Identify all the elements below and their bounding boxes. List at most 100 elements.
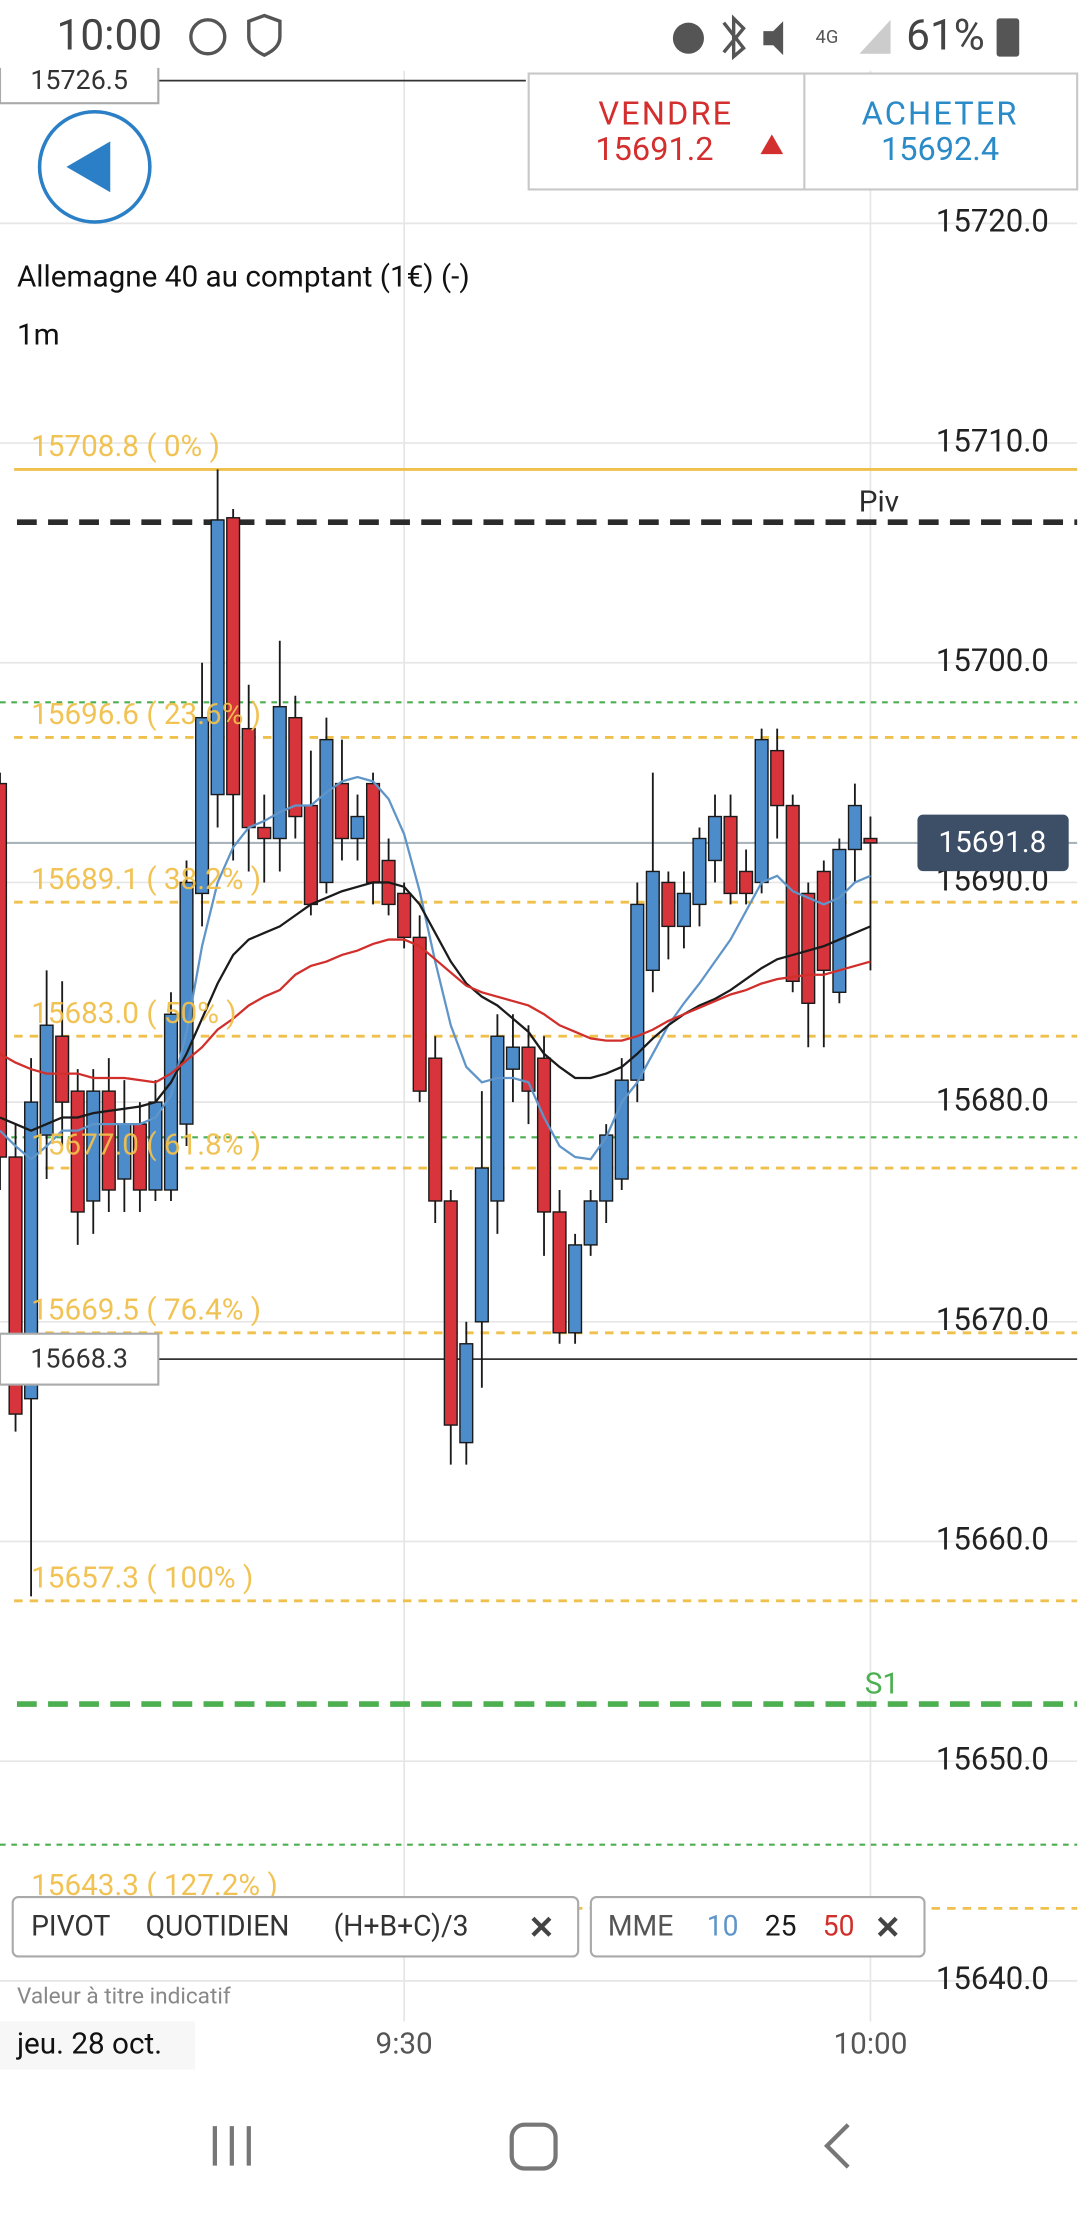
fib-label: 15708.8 ( 0% ) — [31, 429, 220, 464]
y-tick-label: 15660.0 — [936, 1521, 1049, 1558]
candle-body — [70, 1090, 85, 1213]
bluetooth-icon — [722, 14, 746, 61]
price-up-arrow — [760, 134, 784, 155]
alarm-icon — [672, 22, 704, 54]
candle-body — [490, 1035, 505, 1202]
candle-body — [24, 1101, 39, 1400]
y-tick-label: 15720.0 — [936, 203, 1049, 240]
chip-box — [11, 1896, 580, 1958]
cursor-price-label: 15726.5 — [30, 64, 128, 96]
candle-body — [257, 826, 272, 840]
recent-apps-button[interactable] — [212, 2126, 251, 2166]
candle-body — [319, 738, 334, 884]
status-bar — [0, 0, 1080, 66]
shield-icon — [247, 13, 282, 58]
pivot-label: Piv — [859, 485, 899, 520]
candle-body — [583, 1200, 598, 1246]
y-tick-label: 15680.0 — [936, 1081, 1049, 1118]
candle-body — [210, 519, 225, 796]
ma-line — [0, 881, 871, 1132]
candle-body — [101, 1090, 116, 1191]
buy-label: ACHETER — [862, 95, 1019, 133]
nav-bar — [212, 2122, 850, 2171]
sell-price: 15691.2 — [595, 130, 713, 168]
candle-body — [832, 848, 847, 993]
candle-body — [536, 1057, 552, 1213]
sell-label: VENDRE — [598, 95, 733, 133]
candle-body — [754, 738, 769, 884]
candle-body — [676, 892, 691, 928]
chip-series-name: 10 — [707, 1910, 739, 1943]
candle-body — [288, 716, 303, 818]
sell-button[interactable]: VENDRE 15691.2 — [595, 95, 784, 168]
candle-body — [365, 782, 381, 884]
candle-body — [39, 1024, 54, 1136]
chip-text: (H+B+C)/3 — [334, 1910, 469, 1943]
last-price-box — [917, 814, 1069, 872]
candle-body — [474, 1167, 489, 1323]
chip-text: MME — [608, 1910, 673, 1943]
candle-body — [397, 892, 412, 939]
status-time: 10:00 — [57, 11, 163, 60]
y-tick-label: 15710.0 — [936, 422, 1049, 459]
buy-button[interactable]: ACHETER 15692.4 — [862, 95, 1019, 168]
y-tick-label: 15650.0 — [936, 1740, 1049, 1777]
pivot-label: S1 — [865, 1667, 899, 1702]
chip-series-name: 25 — [765, 1910, 797, 1943]
fib-label: 15657.3 ( 100% ) — [31, 1560, 253, 1595]
y-tick-label: 15700.0 — [936, 642, 1049, 679]
y-tick-label: 15640.0 — [936, 1960, 1049, 1997]
candle-body — [194, 716, 210, 895]
candle-body — [521, 1046, 536, 1092]
fib-label: 15683.0 ( 50% ) — [31, 996, 237, 1031]
candle-body — [303, 804, 318, 906]
pivot-chip[interactable]: PIVOT QUOTIDIEN (H+B+C)/3 — [11, 1896, 580, 1958]
whatsapp-icon — [189, 18, 227, 56]
candle-body — [863, 837, 878, 844]
home-button[interactable] — [509, 2122, 558, 2171]
buy-price: 15692.4 — [881, 130, 999, 168]
battery-level: 61% — [906, 11, 985, 60]
candle-body — [443, 1200, 458, 1426]
candle-body — [568, 1244, 583, 1334]
date-label: jeu. 28 oct. — [16, 2026, 162, 2061]
x-tick-label: 9:30 — [376, 2026, 433, 2061]
candle-body — [723, 815, 738, 895]
chip-text: QUOTIDIEN — [146, 1910, 290, 1943]
candle-body — [645, 870, 660, 972]
cursor-price-box — [0, 1332, 160, 1386]
candle-body — [614, 1079, 629, 1180]
candle-body — [412, 936, 427, 1092]
last-price-label: 15691.8 — [938, 825, 1046, 860]
candle-body — [661, 881, 676, 928]
ma-line — [0, 938, 871, 1084]
remove-icon[interactable] — [531, 1916, 552, 1937]
y-tick-label: 15670.0 — [936, 1301, 1049, 1338]
candle-body — [0, 782, 8, 1158]
mme-chip[interactable]: MME 10 25 50 — [589, 1896, 926, 1958]
chip-series-name: 50 — [823, 1910, 855, 1943]
cursor-price-box — [0, 67, 160, 105]
battery-icon — [996, 18, 1020, 57]
candle-body — [692, 837, 707, 906]
candle-body — [55, 1035, 70, 1103]
back-arrow — [66, 141, 111, 193]
candle-body — [816, 870, 831, 972]
network-icon: 4G — [816, 27, 839, 48]
chart-subtitle: 1m — [17, 317, 60, 352]
back-nav-button[interactable] — [823, 2123, 850, 2169]
candle-body — [163, 1013, 179, 1191]
fib-label: 15669.5 ( 76.4% ) — [31, 1292, 261, 1327]
mute-icon — [763, 21, 784, 56]
remove-icon[interactable] — [877, 1916, 898, 1937]
candle-body — [707, 815, 723, 862]
candle-body — [552, 1211, 567, 1334]
chip-text: PIVOT — [31, 1910, 110, 1943]
candle-body — [350, 815, 365, 840]
candle-body — [847, 804, 862, 851]
back-button[interactable] — [37, 109, 152, 224]
trade-box — [527, 72, 1079, 191]
candle-body — [459, 1343, 474, 1444]
